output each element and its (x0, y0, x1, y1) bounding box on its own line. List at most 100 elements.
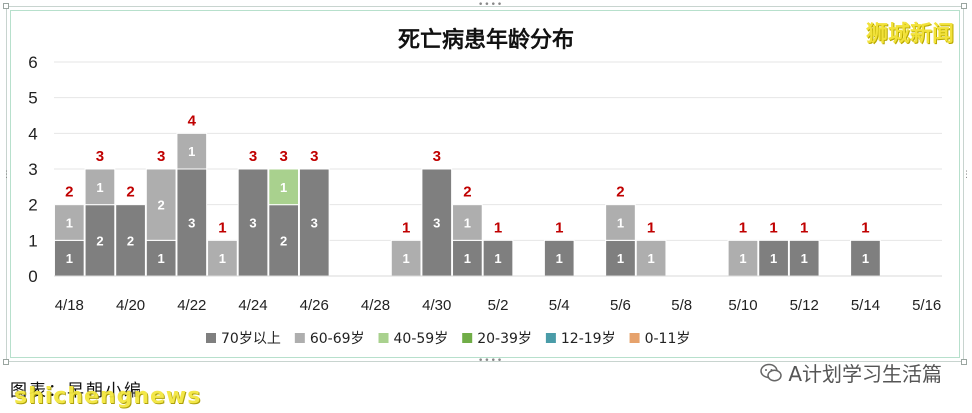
segment-value-label: 1 (801, 251, 808, 266)
bar-segment (237, 168, 269, 277)
resize-handle-bottom[interactable]: •••• (478, 356, 504, 366)
segment-value-label: 1 (617, 216, 624, 231)
legend-entry: 60-69岁 (310, 331, 365, 347)
bar-segment (145, 168, 177, 241)
segment-value-label: 2 (158, 198, 165, 213)
segment-value-label: 1 (862, 251, 869, 266)
bar-segment (635, 239, 667, 277)
total-value-label: 1 (647, 219, 655, 236)
segment-value-label: 1 (464, 251, 471, 266)
total-value-label: 3 (310, 148, 318, 165)
segment-value-label: 3 (311, 216, 318, 231)
x-tick-label: 5/12 (790, 297, 819, 314)
chart-credit: 图表：早朝小编 (10, 381, 143, 401)
x-tick-label: 5/4 (549, 297, 570, 314)
bar-segment (268, 168, 300, 206)
chart-title: 死亡病患年龄分布 (397, 28, 574, 53)
x-tick-label: 4/18 (55, 297, 84, 314)
legend-swatch (206, 333, 216, 343)
segment-value-label: 1 (647, 251, 654, 266)
legend-entry: 20-39岁 (477, 331, 532, 347)
segment-value-label: 1 (494, 251, 501, 266)
resize-handle-top[interactable]: •••• (478, 0, 504, 10)
total-value-label: 1 (402, 219, 410, 236)
bar-segment (115, 204, 146, 277)
resize-handle-top-left[interactable] (3, 3, 9, 9)
segment-value-label: 1 (770, 251, 777, 266)
segment-value-label: 1 (188, 144, 195, 159)
segment-value-label: 1 (617, 251, 624, 266)
x-tick-label: 5/10 (728, 297, 757, 314)
x-tick-label: 4/24 (238, 297, 267, 314)
y-tick-label: 6 (28, 53, 37, 72)
wechat-account: A计划学习生活篇 (760, 358, 942, 387)
x-tick-label: 5/14 (851, 297, 880, 314)
bar-segment (727, 239, 759, 277)
bar-segment (84, 168, 116, 206)
bar-layer: 1 1 2 2 1 3 2 2 1 2 3 3 1 4 1 1 3 3 2 1 3 3 3 1 1 3 3 1 1 2 1 1 1 1 1 1 2 1 1 1… (53, 112, 881, 277)
total-value-label: 1 (769, 219, 777, 236)
segment-value-label: 1 (403, 251, 410, 266)
total-value-label: 1 (739, 219, 747, 236)
bar-segment (788, 239, 820, 277)
total-value-label: 2 (126, 184, 134, 201)
legend-entry: 12-19岁 (561, 331, 616, 347)
legend-entry: 70岁以上 (221, 331, 281, 347)
total-value-label: 3 (249, 148, 257, 165)
segment-value-label: 1 (556, 251, 563, 266)
total-value-label: 1 (861, 219, 869, 236)
chart-inner-border (10, 10, 960, 358)
bar-segment (605, 239, 636, 277)
bar-segment (176, 168, 208, 277)
wechat-account-name: A计划学习生活篇 (788, 362, 942, 386)
bar-segment (53, 204, 85, 241)
y-tick-label: 5 (28, 89, 37, 108)
total-value-label: 3 (433, 148, 441, 165)
segment-value-label: 2 (96, 233, 103, 248)
wechat-icon (760, 363, 783, 381)
segment-value-label: 1 (66, 251, 73, 266)
x-tick-label: 5/2 (488, 297, 509, 314)
segment-value-label: 3 (433, 216, 440, 231)
segment-value-label: 1 (280, 180, 287, 195)
bar-segment (421, 168, 453, 277)
segment-value-label: 2 (280, 233, 287, 248)
segment-value-label: 1 (739, 251, 746, 266)
segment-value-label: 3 (249, 216, 256, 231)
total-value-label: 1 (800, 219, 808, 236)
resize-handle-right[interactable]: ⋮ (962, 170, 972, 180)
segment-value-label: 1 (158, 251, 165, 266)
legend-swatch (462, 333, 473, 343)
total-value-label: 3 (96, 148, 104, 165)
bar-segment (298, 168, 330, 277)
resize-handle-left[interactable]: ⋮ (2, 170, 12, 180)
bar-segment (758, 239, 789, 277)
x-tick-label: 4/26 (300, 297, 329, 314)
x-tick-label: 4/20 (116, 297, 145, 314)
resize-handle-bottom-left[interactable] (3, 359, 9, 365)
axis-layer: 0 1 2 3 4 5 6 4/18 4/20 4/22 4/24 4/26 4/28 4/30 5/2 5/… (28, 53, 942, 314)
total-value-label: 3 (279, 148, 287, 165)
y-tick-label: 3 (28, 160, 37, 179)
legend-swatch (378, 333, 389, 343)
segment-value-label: 1 (66, 216, 73, 231)
total-value-label: 2 (463, 184, 471, 201)
x-tick-label: 5/6 (610, 297, 631, 314)
total-value-label: 2 (616, 184, 624, 201)
segment-value-label: 1 (464, 216, 471, 231)
segment-value-label: 1 (219, 251, 226, 266)
resize-handle-top-right[interactable] (961, 3, 967, 9)
total-value-label: 2 (65, 184, 73, 201)
legend-entry: 0-11岁 (645, 331, 691, 347)
legend-swatch (545, 333, 556, 343)
segment-value-label: 1 (96, 180, 103, 195)
legend-swatch (294, 333, 305, 343)
segment-value-label: 2 (127, 233, 134, 248)
y-tick-label: 0 (28, 267, 37, 286)
y-tick-label: 4 (28, 124, 37, 143)
total-value-label: 4 (188, 112, 197, 129)
legend: 70岁以上 60-69岁 40-59岁 20-39岁 12-19岁 0-11岁 (206, 331, 690, 347)
resize-handle-bottom-right[interactable] (961, 359, 967, 365)
brand-watermark: 狮城新闻 (865, 22, 954, 47)
